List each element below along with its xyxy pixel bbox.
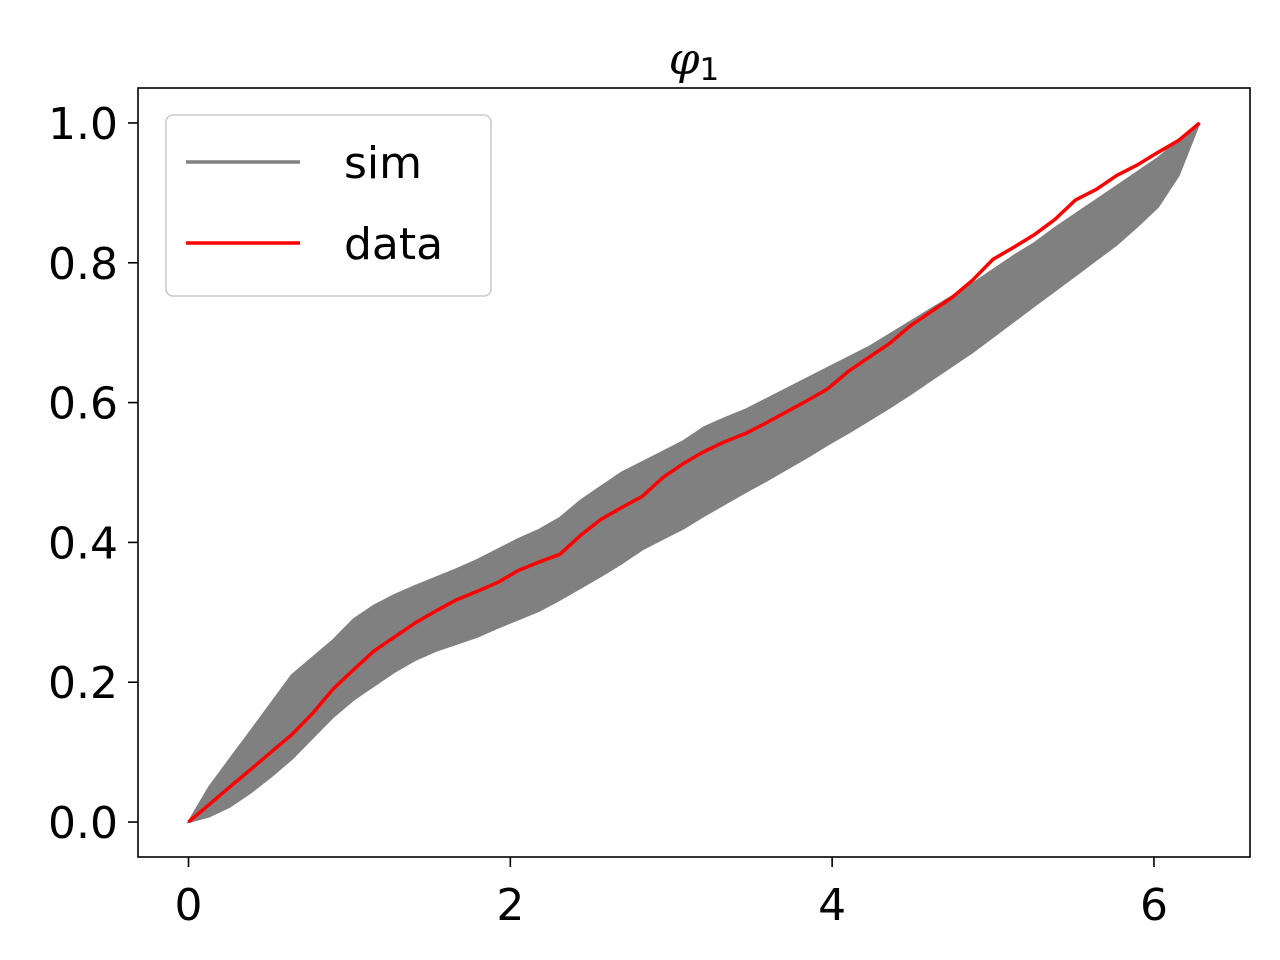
y-tick-label: 0.4: [48, 518, 118, 569]
x-tick-label: 0: [175, 880, 203, 931]
legend: sim data: [165, 114, 492, 297]
x-tick-label: 4: [818, 880, 846, 931]
y-tick-label: 0.8: [48, 239, 118, 290]
chart-title-subscript: 1: [700, 52, 720, 88]
plot-area: [186, 121, 1201, 824]
data-line: [187, 121, 1201, 824]
y-tick-label: 0.2: [48, 658, 118, 709]
y-tick-label: 0.0: [48, 798, 118, 849]
x-tick-label: 6: [1140, 880, 1168, 931]
y-tick-label: 1.0: [48, 99, 118, 150]
y-axis: 0.0 0.2 0.4 0.6 0.8 1.0: [48, 99, 138, 849]
axes-frame: [137, 87, 1251, 858]
legend-data-label: data: [344, 219, 443, 270]
x-tick-label: 2: [496, 880, 524, 931]
chart-title-symbol: φ: [669, 34, 700, 85]
x-axis: 0 2 4 6: [175, 857, 1168, 931]
y-tick-label: 0.6: [48, 379, 118, 430]
chart-title: φ1: [669, 34, 720, 88]
legend-sim-label: sim: [344, 138, 422, 189]
